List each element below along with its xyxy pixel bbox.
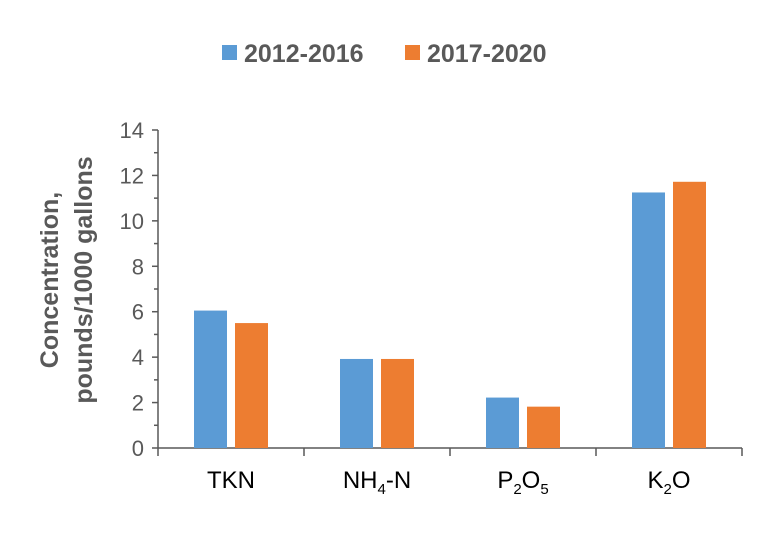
legend: 2012-2016 2017-2020 [222,40,547,68]
legend-swatch-2 [405,45,420,60]
legend-swatch-1 [222,45,237,60]
bar-2012-2016-1 [194,310,227,448]
bar-2017-2020-1 [235,323,268,448]
y-axis-label-line1: Concentration, [36,192,64,368]
y-tick-label: 12 [120,163,144,188]
y-tick-label: 6 [132,300,144,325]
bar-2012-2016-2 [340,358,373,448]
bar-2012-2016-4 [632,192,665,448]
x-tick-label: TKN [207,467,255,494]
x-tick-label: P2O5 [497,467,548,498]
bar-2017-2020-4 [673,181,706,448]
y-axis-label: Concentration, pounds/1000 gallons [36,156,98,403]
legend-label-1: 2012-2016 [244,40,364,68]
bar-2012-2016-3 [486,397,519,448]
y-tick-label: 10 [120,209,144,234]
y-axis: 0 2 4 6 8 10 12 14 [120,118,159,461]
y-tick-label: 8 [132,254,144,279]
bar-2017-2020-2 [381,358,414,448]
x-tick-label: NH4-N [343,467,411,498]
y-tick-label: 4 [132,345,144,370]
x-axis: TKN NH4-N P2O5 K2O [157,447,743,498]
y-axis-label-line2: pounds/1000 gallons [70,156,98,403]
y-tick-label: 2 [132,391,144,416]
y-tick-label: 0 [132,436,144,461]
y-tick-label: 14 [120,118,144,143]
x-tick-label: K2O [647,467,690,498]
bars [194,181,706,448]
legend-label-2: 2017-2020 [427,40,547,68]
bar-2017-2020-3 [527,406,560,448]
